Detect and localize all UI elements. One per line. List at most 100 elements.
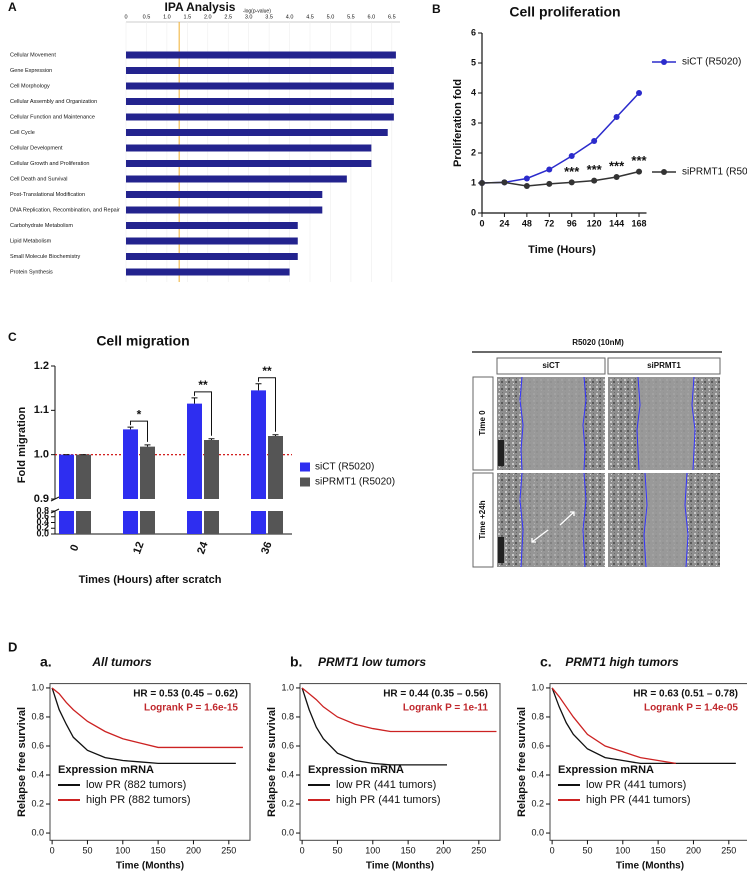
x-tick-label: 36 [259,540,274,556]
bar [126,98,394,105]
row-header [472,376,494,471]
y-tick-label: 1.0 [531,682,544,692]
significance-label: *** [631,153,647,168]
y-tick-label: 5 [471,57,476,67]
y-axis-label: Relapse free survival [16,707,28,817]
point [546,166,553,173]
bar [59,454,74,534]
y-tick-label: 0.2 [36,523,49,533]
legend-swatch [300,462,310,472]
series-line [51,687,236,765]
x-tick-label: 0.5 [143,14,151,20]
legend-marker [661,169,667,175]
chart-title: PRMT1 high tumors [565,655,679,669]
x-tick-label: 0 [68,543,81,553]
wound-edge [636,376,641,471]
point [523,183,530,189]
x-tick-label: 0 [50,846,55,856]
x-axis-label: Time (Months) [616,861,684,872]
row-header [472,472,494,568]
category-label: Cellular Movement [10,52,56,58]
x-axis-label: -log(p-value) [243,8,271,14]
chart-title: All tumors [91,655,152,669]
category-label: Cellular Development [10,145,63,151]
category-label: Cell Morphology [10,83,50,89]
bar [126,191,323,198]
y-tick-label: 1.1 [34,404,49,416]
category-label: Post-Translational Modification [10,192,85,198]
panel-label: C [8,330,17,344]
wound-edge [519,472,524,568]
bar [126,206,323,214]
legend-label: low PR (882 tumors) [86,779,186,791]
point [523,175,530,182]
x-tick-label: 150 [151,846,166,856]
x-tick-label: 4.5 [306,14,314,20]
significance-label: ** [198,378,208,392]
category-label: Cellular Function and Maintenance [10,114,95,120]
category-label: Small Molecule Biochemistry [10,254,81,260]
legend-label: high PR (441 tumors) [336,794,441,806]
y-tick-label: 0.2 [281,798,294,808]
significance-label: *** [587,162,603,177]
x-tick-label: 200 [686,846,701,856]
x-tick-label: 6.5 [388,14,396,20]
y-tick-label: 0.4 [36,517,49,527]
bar [140,446,155,534]
x-tick-label: 100 [615,846,630,856]
legend-label: siCT (R5020) [682,57,741,68]
series-line [551,687,676,765]
panel-label: c. [540,654,552,670]
bar [126,222,298,229]
significance-bracket [194,391,212,436]
y-tick-label: 0.4 [531,769,544,779]
y-axis-label: Relapse free survival [516,707,528,817]
y-tick-label: 0.0 [281,827,294,837]
wound-edge [582,472,587,568]
y-tick-label: 1.2 [34,360,49,372]
x-tick-label: 250 [471,846,486,856]
y-tick-label: 4 [471,87,476,97]
x-tick-label: 0 [479,218,484,228]
y-tick-label: 0.8 [531,711,544,721]
x-tick-label: 12 [131,540,146,556]
x-tick-label: 50 [332,846,342,856]
column-label: siPRMT1 [647,361,681,370]
bar [126,51,396,59]
y-tick-label: 2 [471,147,476,157]
category-label: Cell Death and Survival [10,176,67,182]
y-tick-label: 0.4 [31,769,44,779]
x-tick-label: 168 [632,218,647,228]
bar [204,440,219,534]
hr-text: HR = 0.63 (0.51 – 0.78) [633,689,738,700]
error-bar [127,426,134,430]
x-tick-label: 250 [221,846,236,856]
y-tick-label: 0 [471,207,476,217]
y-tick-label: 1 [471,177,476,187]
chart-title: PRMT1 low tumors [318,655,426,669]
bar [126,175,347,183]
point [636,90,643,96]
micrograph-panel: R5020 (10nM) siCT siPRMT1 Time 0 Time +2… [472,338,722,568]
bar [126,268,290,276]
legend-label: low PR (441 tumors) [586,779,686,791]
wound-area [645,473,687,567]
y-tick-label: 3 [471,117,476,127]
chart-title: IPA Analysis [165,0,236,14]
x-tick-label: 48 [522,218,532,228]
bar [76,454,91,534]
x-axis-label: Time (Months) [116,861,184,872]
logrank-text: Logrank P = 1e-11 [403,703,489,714]
wound-edge [643,472,648,568]
y-axis-label: Relapse free survival [266,707,278,817]
x-tick-label: 3.0 [245,14,253,20]
plot-frame [299,683,501,841]
series-line [301,687,447,766]
x-tick-label: 24 [499,218,509,228]
x-tick-label: 2.5 [224,14,232,20]
x-tick-label: 1.0 [163,14,171,20]
category-label: Cellular Growth and Proliferation [10,161,89,167]
y-tick-label: 0.0 [36,528,49,538]
legend-label: siPRMT1 (R5020) [682,167,747,178]
